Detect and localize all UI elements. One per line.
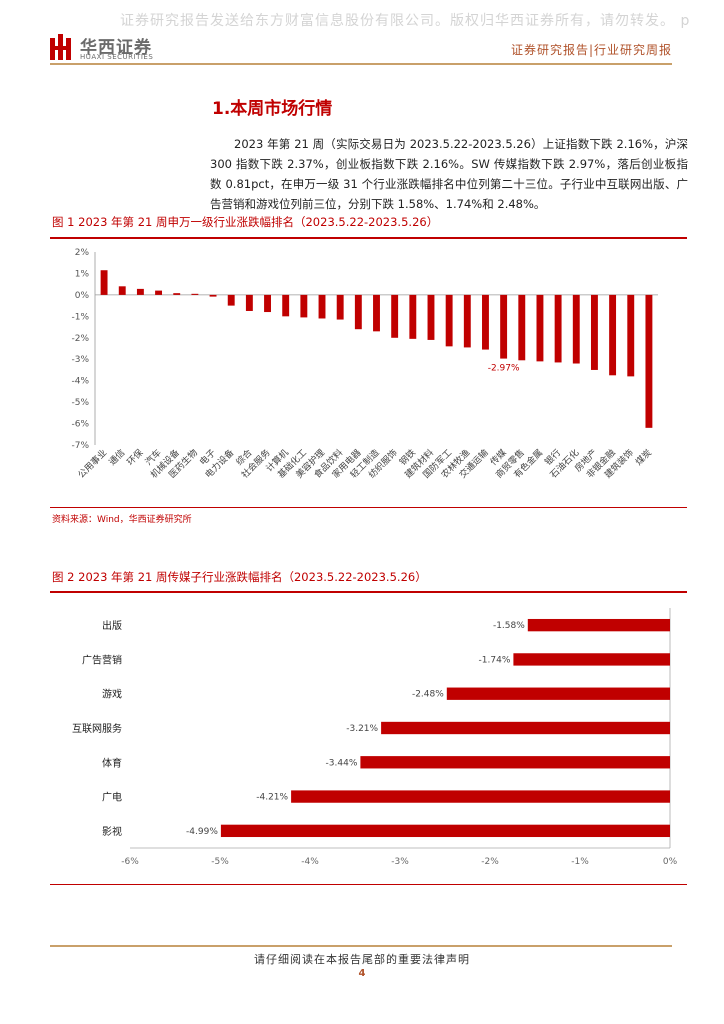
brand-name-en: HUAXI SECURITIES <box>80 53 154 61</box>
x-tick-label: -2% <box>481 857 499 867</box>
bar <box>590 294 598 370</box>
bar <box>360 756 670 769</box>
data-label: -3.21% <box>346 724 378 734</box>
bar <box>427 294 435 340</box>
bar <box>482 294 489 350</box>
x-tick-label: 0% <box>663 857 678 867</box>
brand-name: 华西证券 <box>80 38 152 58</box>
y-tick-label: 0% <box>75 291 90 301</box>
y-tick-label: 2% <box>75 248 90 258</box>
bar <box>354 294 362 330</box>
y-tick-label: 1% <box>75 269 90 279</box>
data-label: -4.21% <box>256 793 288 803</box>
figure1-top-rule <box>50 237 687 239</box>
figure2-title: 图 2 2023 年第 21 周传媒子行业涨跌幅排名（2023.5.22-202… <box>52 570 427 584</box>
data-label: -1.74% <box>479 655 511 665</box>
bar <box>318 294 326 319</box>
bar <box>554 294 562 363</box>
x-tick-label: 煤炭 <box>633 447 654 468</box>
bar <box>391 294 399 338</box>
x-tick-label: 通信 <box>106 447 127 468</box>
bar-annotation: -2.97% <box>488 364 520 374</box>
data-label: -3.44% <box>326 758 358 768</box>
bar <box>173 293 181 295</box>
y-tick-label: -5% <box>71 398 89 408</box>
bar <box>500 294 508 359</box>
y-tick-label: -1% <box>71 312 89 322</box>
bar <box>409 294 417 339</box>
industry-bar-chart: 2%1%0%-1%-2%-3%-4%-5%-6%-7%公用事业通信环保汽车机械设… <box>71 248 658 481</box>
y-tick-label: 游戏 <box>102 688 122 701</box>
bar <box>536 294 544 362</box>
report-type: 证券研究报告|行业研究周报 <box>510 43 672 57</box>
watermark: 证券研究报告发送给东方财富信息股份有限公司。版权归华西证券所有，请勿转发。 p <box>120 13 691 29</box>
bar <box>191 293 199 295</box>
y-tick-label: 出版 <box>102 619 122 632</box>
x-tick-label: -6% <box>121 857 139 867</box>
bar <box>518 294 526 361</box>
bar <box>336 294 344 320</box>
figure2-bottom-rule <box>50 884 687 885</box>
y-tick-label: 体育 <box>102 756 122 769</box>
bar <box>463 294 471 348</box>
bar <box>227 294 235 306</box>
figure2-top-rule <box>50 591 687 593</box>
x-tick-label: -5% <box>211 857 229 867</box>
bar <box>264 294 271 313</box>
bar <box>291 790 670 803</box>
y-tick-label: -7% <box>71 441 89 451</box>
legal-notice: 请仔细阅读在本报告尾部的重要法律声明 <box>254 953 470 966</box>
bar <box>609 294 617 376</box>
bar <box>513 653 670 666</box>
bar <box>627 294 635 377</box>
media-subsector-bar-chart: -6% -5% -4% -3% -2% -1% 0% 出版 -1.58% 广告营销 -1.74% 游戏… <box>72 608 678 867</box>
bar <box>136 288 144 295</box>
x-tick-label: -3% <box>391 857 409 867</box>
x-tick-label: 公用事业 <box>75 447 109 481</box>
x-tick-label: -1% <box>571 857 589 867</box>
bar <box>245 294 253 311</box>
bar <box>446 687 670 700</box>
y-tick-label: -6% <box>71 420 89 430</box>
y-tick-label: 影视 <box>102 825 122 838</box>
bar <box>300 294 308 318</box>
summary-paragraph: 2023 年第 21 周（实际交易日为 2023.5.22-2023.5.26）… <box>210 137 688 211</box>
source-note: 资料来源：Wind，华西证券研究所 <box>52 515 192 525</box>
header-divider <box>50 63 672 65</box>
bar <box>572 294 580 364</box>
data-label: -4.99% <box>186 827 218 837</box>
y-tick-label: 广告营销 <box>82 653 122 666</box>
y-tick-label: 广电 <box>102 791 122 804</box>
bar <box>220 824 670 838</box>
x-tick-label: -4% <box>301 857 319 867</box>
bar <box>155 290 163 295</box>
huaxi-logo-icon <box>50 34 71 60</box>
page-number: 4 <box>358 968 366 979</box>
bar <box>445 294 453 347</box>
bar <box>381 721 670 735</box>
footer-divider <box>50 945 672 947</box>
bar <box>100 270 108 295</box>
data-label: -2.48% <box>412 690 444 700</box>
data-label: -1.58% <box>493 621 525 631</box>
y-tick-label: -4% <box>71 377 89 387</box>
bar <box>373 294 380 332</box>
section-title: 1.本周市场行情 <box>212 99 333 119</box>
bar <box>645 294 653 428</box>
x-tick-label: 环保 <box>124 447 145 468</box>
y-tick-label: -3% <box>71 355 89 365</box>
y-tick-label: -2% <box>71 334 89 344</box>
y-tick-label: 互联网服务 <box>72 722 122 735</box>
bar <box>282 294 290 317</box>
bar <box>209 294 217 297</box>
figure1-title: 图 1 2023 年第 21 周申万一级行业涨跌幅排名（2023.5.22-20… <box>52 215 439 229</box>
bar <box>118 286 126 295</box>
figure1-bottom-rule <box>50 507 687 508</box>
bar <box>527 618 670 632</box>
